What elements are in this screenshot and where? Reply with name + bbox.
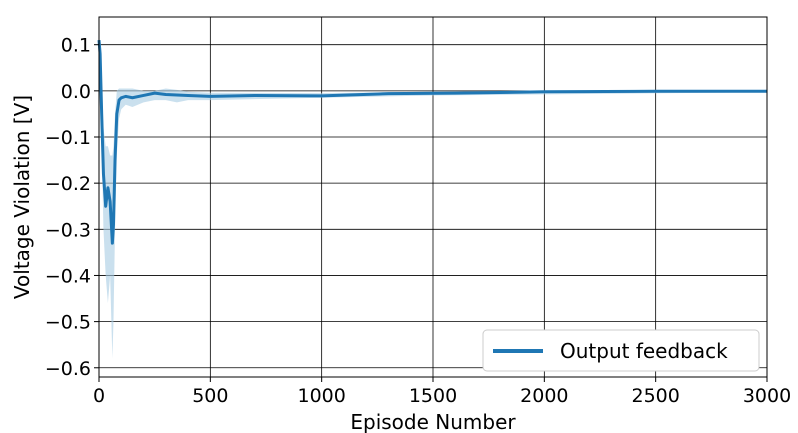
y-axis-ticks: 0.1 0.0 −0.1 −0.2 −0.3 −0.4 −0.5 −0.6 [45, 35, 99, 380]
y-tick-label: 0.1 [61, 35, 91, 57]
x-tick-label: 3000 [743, 385, 791, 407]
y-tick-label: 0.0 [61, 81, 91, 103]
legend: Output feedback [482, 329, 760, 372]
y-tick-label: −0.2 [45, 173, 91, 195]
series-line-output-feedback [97, 39, 767, 245]
y-tick-label: −0.6 [45, 358, 91, 380]
y-tick-label: −0.3 [45, 219, 91, 241]
y-tick-label: −0.1 [45, 127, 91, 149]
x-tick-label: 2500 [631, 385, 679, 407]
x-tick-label: 2000 [520, 385, 568, 407]
y-tick-label: −0.5 [45, 312, 91, 334]
y-tick-label: −0.4 [45, 265, 91, 287]
x-axis-ticks: 0 500 1000 1500 2000 2500 3000 [93, 377, 791, 407]
x-tick-label: 0 [93, 385, 105, 407]
y-axis-label: Voltage Violation [V] [10, 95, 34, 299]
grid-lines [98, 17, 768, 377]
x-tick-label: 500 [192, 385, 228, 407]
legend-box [482, 329, 760, 372]
legend-entry-label: Output feedback [560, 339, 728, 363]
x-axis-label: Episode Number [350, 410, 516, 433]
x-tick-label: 1500 [409, 385, 457, 407]
x-tick-label: 1000 [297, 385, 345, 407]
